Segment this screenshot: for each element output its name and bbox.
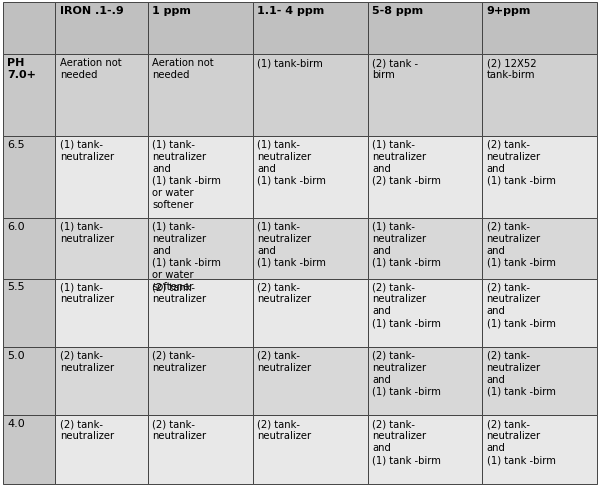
Text: 6.5: 6.5 xyxy=(7,140,25,150)
Bar xyxy=(55,54,148,136)
Text: 5.0: 5.0 xyxy=(7,351,25,361)
Text: (2) tank-
neutralizer: (2) tank- neutralizer xyxy=(152,351,206,373)
Text: (2) tank-
neutralizer: (2) tank- neutralizer xyxy=(257,419,311,441)
Bar xyxy=(368,218,482,278)
Bar xyxy=(482,278,597,347)
Bar xyxy=(253,2,368,54)
Bar xyxy=(3,136,55,218)
Bar xyxy=(482,218,597,278)
Bar xyxy=(368,54,482,136)
Bar xyxy=(482,136,597,218)
Bar xyxy=(482,54,597,136)
Text: (1) tank-
neutralizer
and
(2) tank -birm: (1) tank- neutralizer and (2) tank -birm xyxy=(372,140,441,186)
Text: (2) tank-
neutralizer: (2) tank- neutralizer xyxy=(59,419,114,441)
Text: (2) tank-
neutralizer: (2) tank- neutralizer xyxy=(152,419,206,441)
Text: Aeration not
needed: Aeration not needed xyxy=(59,58,121,80)
Bar xyxy=(3,2,55,54)
Text: (2) tank-
neutralizer
and
(1) tank -birm: (2) tank- neutralizer and (1) tank -birm xyxy=(487,140,556,186)
Text: (2) tank-
neutralizer: (2) tank- neutralizer xyxy=(152,282,206,304)
Bar xyxy=(148,54,253,136)
Text: (2) tank-
neutralizer
and
(1) tank -birm: (2) tank- neutralizer and (1) tank -birm xyxy=(487,282,556,329)
Bar xyxy=(368,278,482,347)
Text: (1) tank-
neutralizer: (1) tank- neutralizer xyxy=(59,222,114,243)
Bar xyxy=(148,2,253,54)
Text: 5.5: 5.5 xyxy=(7,282,25,293)
Text: (1) tank-
neutralizer
and
(1) tank -birm: (1) tank- neutralizer and (1) tank -birm xyxy=(257,222,326,267)
Bar xyxy=(482,347,597,415)
Text: (2) tank-
neutralizer
and
(1) tank -birm: (2) tank- neutralizer and (1) tank -birm xyxy=(372,351,441,397)
Text: (2) tank-
neutralizer
and
(1) tank -birm: (2) tank- neutralizer and (1) tank -birm xyxy=(487,222,556,267)
Text: (2) tank-
neutralizer: (2) tank- neutralizer xyxy=(257,282,311,304)
Bar xyxy=(3,218,55,278)
Bar xyxy=(148,136,253,218)
Text: (2) tank-
neutralizer
and
(1) tank -birm: (2) tank- neutralizer and (1) tank -birm xyxy=(487,419,556,465)
Bar xyxy=(253,54,368,136)
Bar xyxy=(55,415,148,484)
Text: 1.1- 4 ppm: 1.1- 4 ppm xyxy=(257,6,325,17)
Bar xyxy=(253,136,368,218)
Bar xyxy=(3,415,55,484)
Bar xyxy=(55,2,148,54)
Bar xyxy=(148,415,253,484)
Text: (1) tank-
neutralizer
and
(1) tank -birm: (1) tank- neutralizer and (1) tank -birm xyxy=(372,222,441,267)
Text: (1) tank-
neutralizer
and
(1) tank -birm
or water
softener: (1) tank- neutralizer and (1) tank -birm… xyxy=(152,140,221,210)
Text: (2) tank-
neutralizer
and
(1) tank -birm: (2) tank- neutralizer and (1) tank -birm xyxy=(372,282,441,329)
Bar xyxy=(55,218,148,278)
Text: (2) tank-
neutralizer
and
(1) tank -birm: (2) tank- neutralizer and (1) tank -birm xyxy=(372,419,441,465)
Bar xyxy=(253,218,368,278)
Text: 9+ppm: 9+ppm xyxy=(487,6,531,17)
Bar xyxy=(3,347,55,415)
Text: (1) tank-
neutralizer: (1) tank- neutralizer xyxy=(59,140,114,162)
Bar xyxy=(368,136,482,218)
Text: (1) tank-
neutralizer
and
(1) tank -birm
or water
softener: (1) tank- neutralizer and (1) tank -birm… xyxy=(152,222,221,292)
Bar xyxy=(253,278,368,347)
Text: (2) 12X52
tank-birm: (2) 12X52 tank-birm xyxy=(487,58,536,80)
Bar xyxy=(148,278,253,347)
Text: (2) tank -
birm: (2) tank - birm xyxy=(372,58,418,80)
Text: Aeration not
needed: Aeration not needed xyxy=(152,58,214,80)
Bar xyxy=(368,415,482,484)
Bar xyxy=(55,347,148,415)
Text: PH
7.0+: PH 7.0+ xyxy=(7,58,36,80)
Bar xyxy=(253,415,368,484)
Text: 6.0: 6.0 xyxy=(7,222,25,231)
Bar xyxy=(482,2,597,54)
Text: IRON .1-.9: IRON .1-.9 xyxy=(59,6,124,17)
Text: (1) tank-
neutralizer
and
(1) tank -birm: (1) tank- neutralizer and (1) tank -birm xyxy=(257,140,326,186)
Bar xyxy=(55,136,148,218)
Bar xyxy=(253,347,368,415)
Bar xyxy=(55,278,148,347)
Bar xyxy=(3,54,55,136)
Bar xyxy=(482,415,597,484)
Text: (2) tank-
neutralizer
and
(1) tank -birm: (2) tank- neutralizer and (1) tank -birm xyxy=(487,351,556,397)
Bar xyxy=(3,278,55,347)
Text: (2) tank-
neutralizer: (2) tank- neutralizer xyxy=(59,351,114,373)
Bar xyxy=(148,218,253,278)
Text: 1 ppm: 1 ppm xyxy=(152,6,191,17)
Bar xyxy=(368,2,482,54)
Text: (2) tank-
neutralizer: (2) tank- neutralizer xyxy=(257,351,311,373)
Bar xyxy=(148,347,253,415)
Text: 5-8 ppm: 5-8 ppm xyxy=(372,6,423,17)
Text: (1) tank-birm: (1) tank-birm xyxy=(257,58,323,69)
Bar xyxy=(368,347,482,415)
Text: (1) tank-
neutralizer: (1) tank- neutralizer xyxy=(59,282,114,304)
Text: 4.0: 4.0 xyxy=(7,419,25,429)
